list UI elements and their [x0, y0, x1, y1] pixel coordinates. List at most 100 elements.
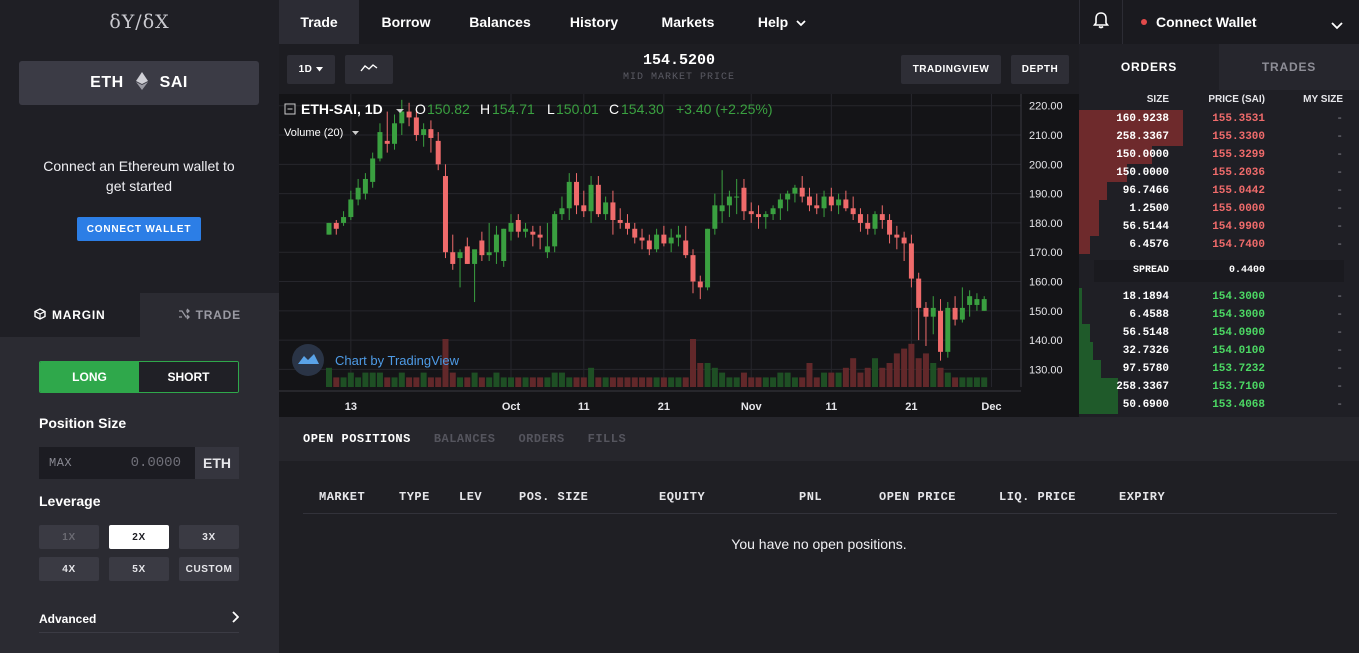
volume-bar: [537, 377, 544, 387]
nav-history[interactable]: History: [569, 14, 619, 30]
leverage-2x-button[interactable]: 2X: [109, 525, 169, 549]
ask-rows: 160.9238 155.3531-258.3367 155.3300-150.00…: [1079, 110, 1359, 254]
ask-row[interactable]: 1.2500 155.0000 -: [1079, 200, 1359, 218]
tab-trades[interactable]: TRADES: [1219, 44, 1359, 90]
chevron-down-icon: [796, 14, 806, 30]
candle-body: [464, 246, 470, 264]
candle-body: [574, 181, 580, 206]
ask-row[interactable]: 96.7466 155.0442 -: [1079, 182, 1359, 200]
nav-help[interactable]: Help: [735, 0, 829, 44]
volume-bar: [355, 377, 362, 387]
tab-trade[interactable]: TRADE: [139, 293, 279, 337]
tab-orders[interactable]: ORDERS: [518, 432, 565, 446]
volume-bar: [922, 353, 929, 387]
collapse-legend-icon[interactable]: [284, 103, 296, 115]
volume-bar: [544, 377, 551, 387]
app-logo[interactable]: δY/δX: [109, 11, 170, 33]
volume-bar: [791, 377, 798, 387]
position-size-value[interactable]: 0.0000: [130, 455, 181, 471]
bid-row[interactable]: 50.6900 153.4068 -: [1079, 396, 1359, 414]
x-tick-label: Nov: [741, 401, 763, 413]
tradingview-watermark[interactable]: Chart by TradingView: [335, 353, 460, 368]
ask-price: 155.2036: [1212, 167, 1265, 179]
nav-trade[interactable]: Trade: [279, 0, 359, 44]
left-sidebar: δY/δX ETH SAI Connect an Ethereum wallet…: [0, 0, 279, 653]
notifications-button[interactable]: [1079, 0, 1123, 44]
ask-row[interactable]: 160.9238 155.3531 -: [1079, 110, 1359, 128]
bid-my-size: -: [1336, 363, 1343, 375]
tab-open-positions[interactable]: OPEN POSITIONS: [303, 432, 411, 446]
chart-toolbar: 1D 154.5200 MID MARKET PRICE TRADINGVIEW…: [279, 44, 1079, 94]
bid-row[interactable]: 18.1894 154.3000 -: [1079, 288, 1359, 306]
leverage-custom-button[interactable]: CUSTOM: [179, 557, 239, 581]
candles: [326, 99, 987, 361]
chart-symbol[interactable]: ETH-SAI, 1D: [301, 101, 383, 117]
candle-body: [806, 196, 812, 206]
nav-borrow[interactable]: Borrow: [381, 14, 431, 30]
depth-bar: [1079, 378, 1118, 396]
candle-body: [326, 222, 332, 235]
ask-row[interactable]: 150.0000 155.3299 -: [1079, 146, 1359, 164]
top-navigation: Trade Borrow Balances History Markets He…: [279, 0, 1359, 44]
long-button[interactable]: LONG: [40, 362, 139, 392]
mountain-icon: [298, 354, 319, 364]
tradingview-button[interactable]: TRADINGVIEW: [901, 55, 1001, 84]
leverage-label: Leverage: [39, 493, 101, 509]
bid-row[interactable]: 97.5780 153.7232 -: [1079, 360, 1359, 378]
bid-row[interactable]: 258.3367 153.7100 -: [1079, 378, 1359, 396]
ask-size: 56.5144: [1122, 221, 1169, 233]
connect-prompt-text: Connect an Ethereum wallet to get starte…: [43, 158, 235, 194]
candle-body: [603, 202, 609, 215]
market-pair-selector[interactable]: ETH SAI: [19, 61, 259, 105]
nav-markets[interactable]: Markets: [661, 14, 715, 30]
bid-my-size: -: [1336, 327, 1343, 339]
volume-bar: [850, 358, 857, 387]
tab-orders[interactable]: ORDERS: [1079, 44, 1219, 90]
candle-body: [341, 217, 347, 223]
volume-bar: [879, 367, 886, 387]
volume-bar: [784, 372, 791, 387]
connect-wallet-dropdown[interactable]: Connect Wallet: [1123, 0, 1359, 44]
leverage-4x-button[interactable]: 4X: [39, 557, 99, 581]
depth-button[interactable]: DEPTH: [1011, 55, 1069, 84]
leverage-3x-button[interactable]: 3X: [179, 525, 239, 549]
volume-bar: [901, 348, 908, 387]
leverage-5x-button[interactable]: 5X: [109, 557, 169, 581]
candle-body: [515, 219, 521, 232]
tab-margin[interactable]: MARGIN: [0, 293, 140, 337]
chart-type-button[interactable]: [345, 55, 393, 84]
ask-price: 154.9900: [1212, 221, 1265, 233]
ask-row[interactable]: 258.3367 155.3300 -: [1079, 128, 1359, 146]
volume-bar: [966, 377, 973, 387]
nav-balances[interactable]: Balances: [469, 14, 531, 30]
ask-row[interactable]: 150.0000 155.2036 -: [1079, 164, 1359, 182]
ask-row[interactable]: 56.5144 154.9900 -: [1079, 218, 1359, 236]
bid-row[interactable]: 32.7326 154.0100 -: [1079, 342, 1359, 360]
long-short-toggle: LONG SHORT: [39, 361, 239, 393]
volume-bar: [449, 372, 456, 387]
candle-body: [763, 214, 769, 218]
volume-bar: [573, 377, 580, 387]
candle-body: [697, 281, 703, 288]
interval-selector[interactable]: 1D: [287, 55, 335, 84]
advanced-toggle[interactable]: Advanced: [39, 605, 240, 633]
tab-balances[interactable]: BALANCES: [433, 432, 496, 446]
price-chart[interactable]: 220.00 210.00 200.00 190.00 180.00 170.00 160.…: [279, 94, 1079, 417]
leverage-1x-button[interactable]: 1X: [39, 525, 99, 549]
position-size-input[interactable]: MAX 0.0000: [39, 447, 195, 479]
ask-size: 150.0000: [1116, 167, 1169, 179]
bid-row[interactable]: 56.5148 154.0900 -: [1079, 324, 1359, 342]
max-button[interactable]: MAX: [49, 456, 73, 470]
volume-study-label[interactable]: Volume (20): [284, 127, 343, 139]
connect-wallet-button[interactable]: CONNECT WALLET: [77, 217, 201, 241]
volume-bar: [762, 377, 769, 387]
ask-my-size: -: [1336, 167, 1343, 179]
bid-my-size: -: [1336, 399, 1343, 411]
candle-body: [777, 199, 783, 209]
bid-row[interactable]: 6.4588 154.3000 -: [1079, 306, 1359, 324]
ask-row[interactable]: 6.4576 154.7400 -: [1079, 236, 1359, 254]
ask-size: 258.3367: [1116, 131, 1169, 143]
tab-fills[interactable]: FILLS: [587, 432, 627, 446]
short-button[interactable]: SHORT: [139, 362, 238, 392]
position-size-field[interactable]: MAX 0.0000 ETH: [39, 447, 239, 479]
